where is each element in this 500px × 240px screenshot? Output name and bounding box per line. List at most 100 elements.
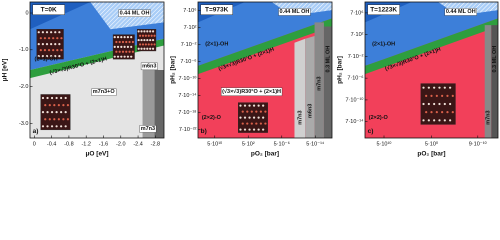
atom	[66, 103, 70, 107]
atom	[248, 116, 251, 119]
y-tick-label: 7·10⁻¹⁴	[178, 92, 197, 99]
atom	[118, 40, 121, 44]
y-tick-label: 7·10⁻¹⁸	[178, 109, 196, 116]
atom	[257, 128, 260, 131]
atom	[58, 43, 61, 46]
atom	[441, 111, 444, 114]
atom	[246, 110, 249, 113]
atom	[137, 38, 140, 42]
figure: 0 -1.0 -2.0 -3.0 0 -0.4 -0.8 -1.2 -1.6 -2.0 -2.4 -2…	[2, 1, 499, 158]
x-tick-label: 5·10¹⁰	[376, 140, 392, 147]
atom	[138, 43, 142, 46]
atom	[255, 122, 258, 125]
atom	[151, 38, 155, 42]
phase-region	[154, 70, 164, 138]
atom	[126, 35, 130, 39]
phase-label: 0.44 ML OH	[446, 9, 476, 15]
atom	[435, 94, 438, 97]
atom	[54, 43, 57, 46]
atom	[246, 122, 249, 125]
atom	[60, 49, 63, 52]
atom	[262, 128, 265, 131]
y-tick-label: 0	[25, 10, 28, 16]
atom	[41, 96, 45, 100]
y-tick-label: 7·10⁶	[350, 9, 363, 16]
phase-label: (2×2)-O	[369, 115, 389, 121]
phase-label: m6n3	[142, 63, 156, 69]
atom	[50, 55, 53, 58]
atom	[425, 94, 428, 97]
atom	[118, 50, 121, 53]
phase-label: 0.44 ML OH	[280, 9, 310, 15]
atom	[116, 55, 120, 58]
atom	[52, 49, 55, 52]
atom	[55, 111, 58, 114]
phase-label: (2×1)-OH	[35, 57, 58, 63]
atom	[46, 125, 49, 128]
atom	[55, 96, 58, 100]
atom	[137, 30, 140, 33]
phase-region	[198, 2, 332, 66]
atom	[241, 110, 244, 113]
atom	[146, 47, 149, 50]
atom	[151, 47, 155, 50]
atom	[243, 128, 247, 131]
atom	[138, 34, 142, 37]
atom	[239, 104, 242, 107]
atom	[121, 50, 125, 53]
atom	[41, 55, 44, 58]
atom	[54, 55, 57, 58]
panel-title: T=0K	[41, 6, 57, 13]
atom	[252, 104, 256, 107]
atom	[243, 104, 247, 107]
atom	[438, 86, 441, 89]
phase-label: 0.44 ML OH	[120, 10, 150, 16]
atom	[239, 116, 242, 119]
atom	[441, 94, 444, 97]
phase-label-box	[91, 88, 117, 96]
x-axis-label: pO₂ [bar]	[417, 151, 445, 158]
phase-label: (√3×√3)R30°O + (2×1)H	[222, 88, 281, 95]
atom	[151, 30, 155, 33]
atom	[56, 37, 59, 40]
title-box	[32, 4, 65, 15]
phase-region	[305, 36, 315, 138]
x-tick-label: -1.6	[99, 141, 108, 147]
atom	[41, 111, 45, 114]
atom	[248, 128, 251, 131]
phase-label: (2×1)-OH	[205, 42, 228, 48]
atom	[120, 55, 123, 58]
atom	[446, 111, 449, 114]
atom	[116, 35, 120, 39]
atom	[50, 111, 54, 114]
x-tick-label: 5·10⁻¹⁴	[306, 140, 325, 147]
atom	[149, 47, 152, 50]
title-box	[367, 4, 400, 15]
atom	[113, 45, 116, 48]
atom	[427, 86, 430, 89]
atom	[131, 50, 134, 53]
atom	[243, 116, 247, 119]
atom	[47, 37, 51, 40]
phase-label: m7n3	[297, 110, 303, 124]
atom	[126, 55, 130, 58]
phase-label: (2×1)-OH	[372, 42, 395, 48]
phase-label-box	[139, 125, 157, 133]
y-tick-label: 7·10⁻⁶	[347, 75, 363, 82]
y-tick-label: 7·10²	[351, 32, 364, 38]
atom	[37, 31, 40, 34]
atom	[126, 45, 130, 48]
atom	[451, 94, 454, 97]
atom	[146, 30, 149, 33]
atom	[125, 40, 128, 44]
atom	[113, 55, 116, 58]
atom	[60, 111, 63, 114]
atom	[58, 31, 61, 34]
x-tick-label: -2.4	[133, 141, 142, 147]
atom	[250, 110, 253, 113]
atom	[50, 43, 53, 46]
atom	[433, 102, 436, 106]
atom	[41, 31, 44, 34]
atom	[62, 118, 65, 121]
phase-label: m7n3+O	[93, 89, 116, 95]
